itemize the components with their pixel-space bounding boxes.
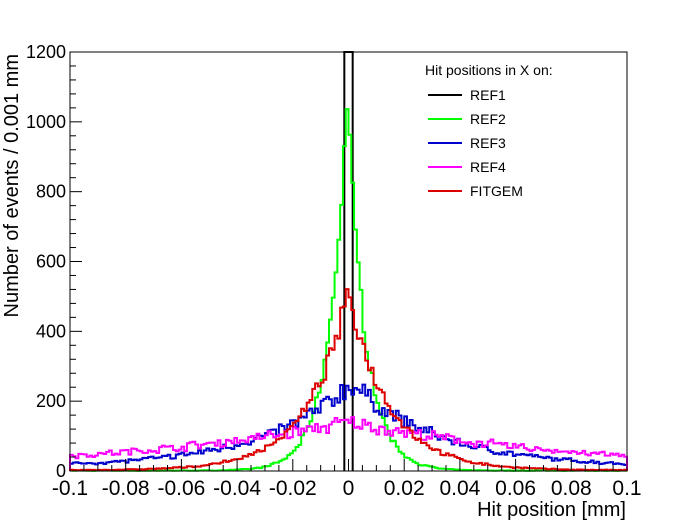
x-tick-label: 0.08: [551, 477, 592, 500]
y-tick-label: 1200: [26, 42, 66, 62]
x-tick-label: 0.1: [612, 477, 641, 500]
y-tick-label: 400: [36, 321, 66, 341]
axes-layer: 0 200 400 600 800 1000 1200 -0.1 -0.08 -0.06 -0.04…: [26, 42, 642, 500]
x-tick-label: -0.1: [52, 477, 88, 500]
y-tick-label: 200: [36, 391, 66, 411]
x-tick-label: 0.02: [384, 477, 425, 500]
x-tick-label: 0.06: [495, 477, 536, 500]
x-tick-label: -0.06: [157, 477, 205, 500]
series-ref4-histogram: [69, 416, 628, 471]
y-axis-title: Number of events / 0.001 mm: [1, 54, 23, 317]
legend-label-ref2: REF2: [470, 111, 506, 127]
y-tick-label: 600: [36, 252, 66, 272]
x-tick-label: -0.02: [269, 477, 317, 500]
x-tick-label: 0: [343, 477, 355, 500]
legend-label-ref3: REF3: [470, 135, 506, 151]
y-tick-label: 800: [36, 182, 66, 202]
legend-label-fitgem: FITGEM: [470, 183, 523, 199]
series-fitgem-histogram: [69, 288, 628, 472]
x-tick-label: -0.08: [102, 477, 150, 500]
x-tick-label: -0.04: [213, 477, 261, 500]
legend-title: Hit positions in X on:: [425, 62, 553, 78]
legend-label-ref4: REF4: [470, 159, 506, 175]
y-tick-label: 1000: [26, 112, 66, 132]
series-ref3-histogram: [69, 383, 628, 471]
legend-label-ref1: REF1: [470, 87, 506, 103]
y-tick-label: 0: [56, 461, 66, 481]
x-tick-label: 0.04: [439, 477, 480, 500]
x-axis-title: Hit position [mm]: [477, 499, 626, 521]
legend: Hit positions in X on: REF1 REF2 REF3 REF4 FI…: [425, 62, 553, 199]
